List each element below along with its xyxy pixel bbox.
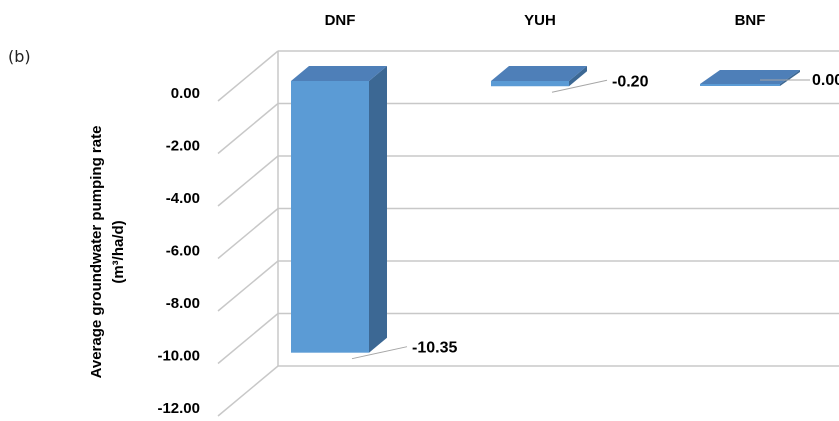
leader-line bbox=[551, 79, 608, 93]
bar-top bbox=[491, 66, 587, 81]
gridline-diagonal bbox=[217, 365, 279, 417]
y-axis-label-line1: Average groundwater pumping rate bbox=[88, 126, 105, 379]
category-labels: DNF YUH BNF bbox=[325, 12, 766, 29]
bar-side bbox=[369, 66, 387, 353]
panel-label: (b) bbox=[8, 47, 31, 66]
y-tick-label: 0.00 bbox=[171, 85, 200, 102]
y-tick-label: -4.00 bbox=[166, 190, 200, 207]
y-axis-label-line2: (m³/ha/d) bbox=[110, 220, 127, 283]
gridline-diagonal bbox=[217, 155, 279, 207]
y-tick-label: -10.00 bbox=[157, 348, 200, 365]
data-label: -0.20 bbox=[612, 73, 649, 90]
gridline-diagonal bbox=[217, 260, 279, 312]
leader-line bbox=[351, 346, 408, 360]
category-label: BNF bbox=[735, 12, 766, 29]
bar-side bbox=[569, 66, 587, 87]
bar bbox=[491, 81, 569, 87]
bar bbox=[700, 84, 780, 86]
data-label: -10.35 bbox=[412, 340, 457, 357]
bars bbox=[291, 66, 800, 353]
y-axis-ticks: 0.00 -2.00 -4.00 -6.00 -8.00 -10.00 -12.00 bbox=[157, 85, 200, 417]
bar bbox=[291, 81, 369, 353]
data-label: 0.00 bbox=[812, 72, 839, 89]
category-label: DNF bbox=[325, 12, 356, 29]
bar-top bbox=[291, 66, 387, 81]
gridline-diagonal bbox=[217, 312, 279, 365]
y-tick-label: -8.00 bbox=[166, 295, 200, 312]
y-tick-label: -6.00 bbox=[166, 243, 200, 260]
y-tick-label: -12.00 bbox=[157, 400, 200, 417]
gridline-diagonal bbox=[217, 102, 279, 155]
y-tick-label: -2.00 bbox=[166, 138, 200, 155]
category-label: YUH bbox=[524, 12, 556, 29]
gridline-diagonal bbox=[217, 207, 279, 260]
data-labels: -10.35 -0.20 0.00 bbox=[351, 72, 839, 360]
gridline-diagonal bbox=[217, 50, 279, 102]
bar-side bbox=[780, 70, 800, 86]
